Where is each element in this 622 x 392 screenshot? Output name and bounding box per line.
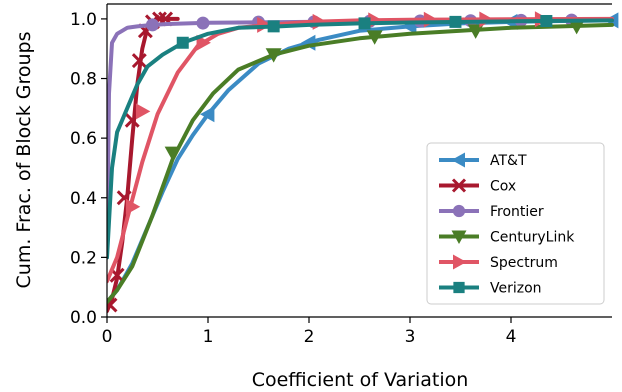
x-tick-label: 2 <box>304 327 315 347</box>
x-tick-label: 3 <box>405 327 416 347</box>
legend-label-cox: Cox <box>490 179 516 195</box>
y-tick-label: 0.0 <box>70 308 97 328</box>
legend-label-at-t: AT&T <box>490 153 527 169</box>
series-marker-spectrum <box>135 103 151 120</box>
legend-marker-spectrum <box>453 254 467 270</box>
plot-area <box>107 11 619 313</box>
series-marker-verizon <box>358 17 371 30</box>
series-marker-spectrum <box>479 11 494 28</box>
x-tick-label: 4 <box>506 327 517 347</box>
series-marker-cox <box>131 53 147 69</box>
series-marker-centurylink <box>164 146 181 162</box>
x-tick-label: 1 <box>203 327 214 347</box>
series-marker-centurylink <box>265 48 282 63</box>
legend-label-frontier: Frontier <box>490 204 544 220</box>
series-marker-at-t <box>200 106 215 123</box>
y-axis-label: Cum. Frac. of Block Groups <box>13 32 35 289</box>
series-marker-verizon <box>267 20 280 33</box>
series-marker-frontier <box>196 16 210 30</box>
series-marker-centurylink <box>568 19 585 35</box>
series-marker-centurylink <box>467 24 484 39</box>
legend-label-centurylink: CenturyLink <box>490 230 575 246</box>
legend-marker-centurylink <box>451 230 467 244</box>
legend-marker-verizon <box>453 281 465 294</box>
series-marker-verizon <box>540 14 553 27</box>
y-tick-label: 0.8 <box>70 70 97 90</box>
legend-label-spectrum: Spectrum <box>490 255 558 271</box>
y-tick-label: 0.2 <box>70 248 97 268</box>
series-line-verizon <box>107 18 614 260</box>
series-marker-centurylink <box>366 30 383 45</box>
legend-marker-at-t <box>451 152 465 168</box>
legend-marker-cox <box>451 178 467 193</box>
y-tick-label: 0.6 <box>70 129 97 149</box>
series-marker-spectrum <box>312 13 328 30</box>
series-marker-verizon <box>449 15 462 28</box>
x-axis-label: Coefficient of Variation <box>252 369 469 391</box>
x-tick-label: 0 <box>102 327 113 347</box>
legend-label-verizon: Verizon <box>490 281 542 297</box>
legend-marker-frontier <box>452 204 466 218</box>
series-marker-spectrum <box>196 34 211 51</box>
series-marker-verizon <box>176 36 189 49</box>
legend: AT&T Cox Frontier CenturyLink Spectrum Verizo… <box>426 142 605 305</box>
axes: 0 1 2 3 4 0.0 0.2 0.4 0.6 0.8 1.0 <box>70 3 612 347</box>
y-tick-label: 0.4 <box>70 189 97 209</box>
series-marker-cox <box>107 297 118 313</box>
series-line-centurylink <box>107 22 614 305</box>
y-tick-label: 1.0 <box>70 10 97 30</box>
series-marker-frontier <box>145 18 159 32</box>
series-marker-spectrum <box>125 198 141 215</box>
